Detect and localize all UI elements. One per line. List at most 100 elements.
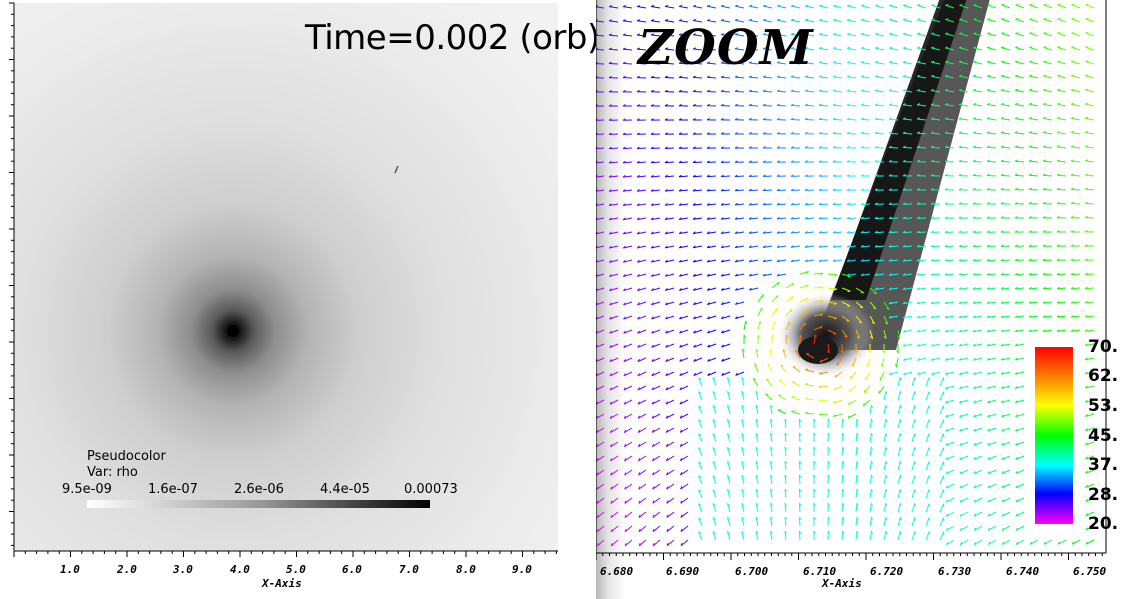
velocity-arrow-head (678, 273, 682, 277)
velocity-arrow-head (820, 286, 824, 290)
velocity-arrow (1084, 287, 1095, 290)
zoom-left-shade (596, 0, 626, 599)
velocity-arrow (944, 132, 955, 135)
velocity-arrow (879, 371, 885, 381)
velocity-arrow-head (902, 273, 906, 276)
velocity-arrow (692, 62, 703, 65)
velocity-arrow-head (712, 391, 716, 394)
velocity-arrow-head (1084, 244, 1088, 247)
velocity-arrow-head (741, 446, 745, 450)
velocity-arrow-head (874, 131, 878, 134)
velocity-arrow (777, 5, 787, 9)
velocity-arrow (861, 61, 871, 65)
velocity-arrow-head (707, 302, 710, 305)
velocity-arrow (770, 447, 773, 457)
velocity-arrow-head (899, 405, 902, 409)
velocity-arrow (596, 133, 605, 136)
velocity-arrow-head (707, 4, 711, 7)
velocity-arrow (651, 245, 661, 249)
velocity-arrow-head (795, 349, 799, 353)
velocity-arrow (1071, 18, 1081, 23)
velocity-arrow-head (902, 315, 906, 319)
velocity-arrow (987, 427, 997, 432)
velocity-arrow (623, 20, 633, 23)
velocity-arrow-head (930, 173, 934, 177)
velocity-arrow (798, 488, 801, 499)
velocity-arrow-head (665, 288, 668, 291)
velocity-arrow (959, 511, 969, 517)
velocity-arrow (762, 189, 773, 192)
velocity-arrow-head (1070, 145, 1075, 148)
velocity-arrow-head (973, 442, 976, 446)
velocity-arrow-head (776, 259, 780, 263)
velocity-arrow (861, 259, 871, 262)
velocity-arrow (897, 475, 901, 485)
velocity-arrow-head (638, 528, 641, 532)
legend-tick-5: 0.00073 (404, 482, 458, 497)
velocity-arrow-head (1084, 159, 1089, 162)
velocity-arrow-head (916, 188, 920, 191)
velocity-arrow-head (866, 363, 869, 367)
velocity-arrow (707, 5, 717, 9)
velocity-arrow-head (804, 230, 808, 234)
velocity-arrow-head (664, 5, 669, 7)
velocity-arrow (925, 461, 930, 471)
velocity-arrow (784, 433, 787, 443)
velocity-arrow-head (650, 5, 655, 7)
velocity-arrow (931, 4, 941, 9)
velocity-arrow (903, 4, 913, 9)
velocity-arrow (945, 329, 955, 333)
velocity-arrow (883, 475, 887, 485)
velocity-arrow-head (608, 189, 612, 192)
velocity-arrow-head (679, 429, 683, 433)
velocity-arrow-head (622, 217, 626, 221)
velocity-arrow-head (650, 132, 654, 135)
velocity-arrow (861, 19, 871, 23)
velocity-arrow (973, 75, 983, 79)
velocity-arrow (1014, 174, 1025, 177)
velocity-arrow (762, 90, 773, 93)
velocity-arrow-head (958, 301, 962, 304)
velocity-arrow-head (986, 329, 990, 333)
velocity-arrow (693, 273, 703, 277)
velocity-arrow (1085, 483, 1095, 488)
velocity-arrow-head (987, 46, 991, 49)
velocity-arrow-head (1028, 258, 1032, 261)
velocity-arrow-head (945, 400, 948, 404)
velocity-arrow-head (1028, 173, 1032, 176)
velocity-arrow (973, 483, 983, 489)
velocity-arrow-head (888, 131, 892, 134)
velocity-arrow (707, 357, 717, 362)
velocity-arrow (945, 469, 955, 475)
velocity-arrow-head (665, 457, 669, 462)
velocity-arrow (889, 273, 899, 276)
velocity-arrow (902, 231, 913, 234)
velocity-arrow (763, 245, 773, 248)
velocity-arrow (889, 371, 899, 376)
velocity-arrow-head (636, 33, 641, 36)
velocity-arrow-head (666, 514, 669, 518)
velocity-arrow (777, 259, 787, 263)
velocity-arrow (623, 245, 633, 249)
velocity-arrow-head (706, 259, 710, 263)
velocity-arrow-head (650, 174, 654, 178)
velocity-arrow-head (916, 159, 920, 163)
velocity-arrow-head (637, 344, 640, 348)
velocity-arrow-head (650, 118, 654, 121)
velocity-arrow-head (931, 4, 935, 6)
velocity-arrow (650, 161, 661, 164)
velocity-arrow-head (665, 387, 669, 391)
velocity-arrow-head (818, 216, 822, 220)
velocity-arrow (1042, 287, 1053, 290)
velocity-arrow (875, 19, 885, 23)
velocity-arrow (897, 503, 901, 513)
velocity-arrow (925, 531, 930, 541)
velocity-arrow-head (917, 60, 921, 63)
velocity-arrow-head (666, 500, 669, 504)
velocity-arrow (693, 217, 703, 220)
velocity-arrow (734, 175, 745, 178)
velocity-arrow (959, 75, 969, 79)
velocity-arrow-head (987, 485, 991, 489)
velocity-arrow (931, 75, 941, 79)
velocity-arrow (869, 405, 872, 415)
